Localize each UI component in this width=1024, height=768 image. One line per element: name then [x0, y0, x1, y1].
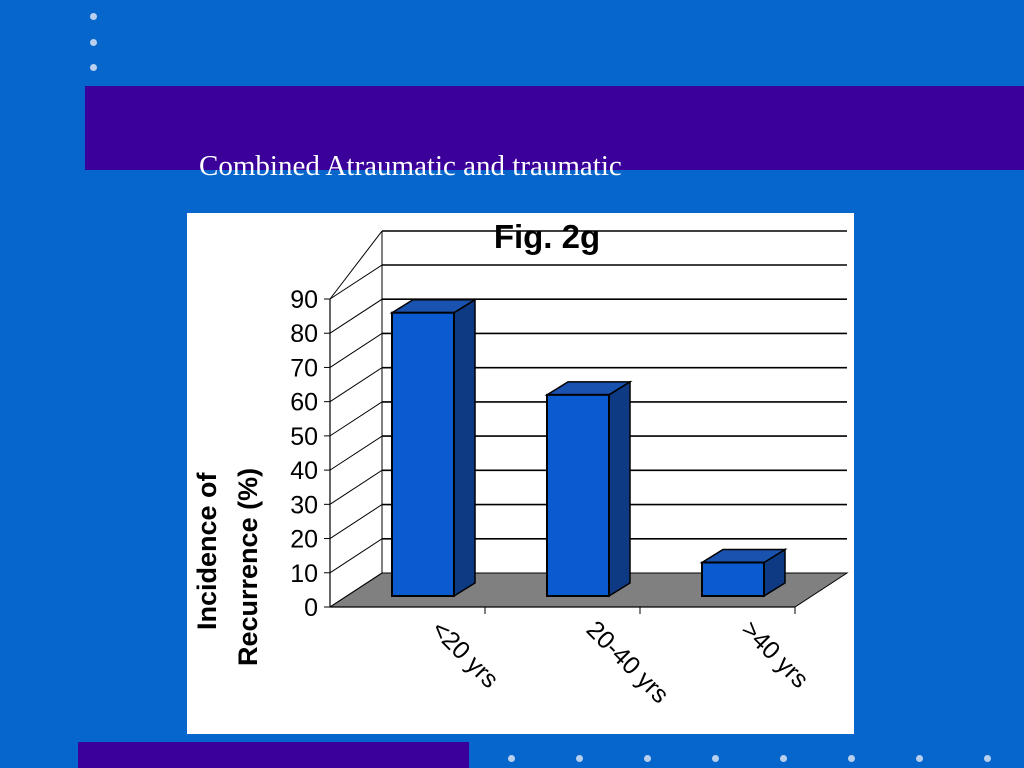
y-tick-label: 70	[290, 354, 318, 382]
x-tick-label: >40 yrs	[736, 615, 814, 693]
decor-dot	[712, 755, 719, 762]
chart-title: Fig. 2g	[494, 218, 600, 255]
gridline-side	[329, 230, 383, 300]
gridline-side	[329, 333, 383, 368]
decor-dot	[90, 39, 97, 46]
y-tick-label: 0	[304, 594, 318, 622]
footer-band	[78, 742, 469, 768]
gridline-side	[329, 572, 383, 608]
y-tick-label: 80	[290, 320, 318, 348]
y-tick-label: 50	[290, 423, 318, 451]
decor-dot	[916, 755, 923, 762]
decor-dot	[90, 64, 97, 71]
bar-side	[608, 380, 631, 598]
y-axis-title-line1: Incidence of	[192, 471, 222, 630]
slide-subtitle: Combined Atraumatic and traumatic	[199, 150, 622, 182]
x-tick-label: 20-40 yrs	[581, 615, 674, 708]
chart-panel: Fig. 2g Incidence of Recurrence (%) 0 10 2…	[187, 213, 854, 734]
gridline-side	[329, 504, 383, 539]
y-tick-label: 90	[290, 286, 318, 314]
gridline-side	[329, 264, 383, 300]
title-band	[85, 86, 1024, 170]
y-tick-label: 10	[290, 560, 318, 588]
y-tick-label: 40	[290, 457, 318, 485]
y-tick-label: 60	[290, 389, 318, 417]
gridline-side	[329, 538, 383, 574]
decor-dot	[780, 755, 787, 762]
gridline-side	[329, 401, 383, 437]
y-axis-title-line2: Recurrence (%)	[233, 468, 263, 666]
y-tick-label: 20	[290, 526, 318, 554]
bar	[701, 561, 765, 597]
decor-dot	[644, 755, 651, 762]
bar-chart: Fig. 2g Incidence of Recurrence (%) 0 10 2…	[192, 218, 849, 709]
bar-side	[453, 298, 476, 598]
decor-dot	[508, 755, 515, 762]
gridline-side	[329, 469, 383, 505]
x-tick-label: <20 yrs	[426, 615, 504, 693]
decor-dot	[848, 755, 855, 762]
gridline-side	[329, 298, 383, 334]
bar	[391, 311, 455, 597]
bar	[546, 393, 610, 597]
decor-dot	[576, 755, 583, 762]
decor-dot	[90, 13, 97, 20]
gridline-side	[329, 435, 383, 471]
y-tick-label: 30	[290, 491, 318, 519]
decor-dot	[984, 755, 991, 762]
gridline-side	[329, 367, 383, 403]
